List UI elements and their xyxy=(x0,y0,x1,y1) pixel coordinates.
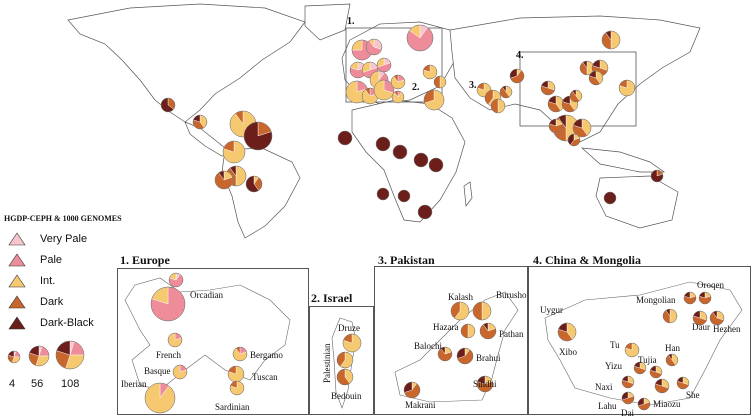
world-map xyxy=(67,3,701,239)
legend-item-dark: Dark xyxy=(8,295,63,309)
legend-label: Very Pale xyxy=(40,233,88,245)
label-sindhi: Sindhi xyxy=(473,379,497,389)
label-bedouin: Bedouin xyxy=(331,391,362,401)
label-druze: Druze xyxy=(338,323,360,333)
label-palestinian: Palestinian xyxy=(322,343,332,384)
israel-inset-box xyxy=(309,306,374,415)
pakistan-inset-title: 3. Pakistan xyxy=(378,253,435,267)
legend-swatch xyxy=(8,253,26,267)
map-region-label-2: 2. xyxy=(412,82,420,93)
label-oroqen: Oroqen xyxy=(697,280,724,290)
legend-swatch xyxy=(8,295,26,309)
label-mongolian: Mongolian xyxy=(636,295,676,305)
legend-item-very-pale: Very Pale xyxy=(8,232,87,246)
size-label-small: 4 xyxy=(9,378,16,390)
legend-title: HGDP-CEPH & 1000 GENOMES xyxy=(4,214,122,223)
label-brahui: Brahui xyxy=(476,353,501,363)
label-tujia: Tujia xyxy=(638,355,657,365)
map-region-label-3: 3. xyxy=(469,80,477,91)
map-region-label-1: 1. xyxy=(347,16,355,27)
europe-landmass xyxy=(341,21,456,105)
greenland-landmass xyxy=(304,3,351,41)
legend-swatch xyxy=(8,274,26,288)
legend-label: Pale xyxy=(40,254,63,266)
legend-swatch xyxy=(8,316,26,330)
label-tuscan: Tuscan xyxy=(252,372,278,382)
label-orcadian: Orcadian xyxy=(190,290,223,300)
label-bergamo: Bergamo xyxy=(250,350,283,360)
china-inset-box xyxy=(528,266,751,415)
size-label-large: 108 xyxy=(61,378,80,390)
legend-item-dark-black: Dark-Black xyxy=(8,316,94,330)
label-basque: Basque xyxy=(144,366,171,376)
label-dai: Dai xyxy=(621,408,634,418)
label-yizu: Yizu xyxy=(605,361,622,371)
legend-label: Int. xyxy=(40,275,56,287)
label-hezhen: Hezhen xyxy=(713,324,741,334)
label-han: Han xyxy=(665,343,680,353)
europe-inset-title: 1. Europe xyxy=(120,253,170,267)
label-xibo: Xibo xyxy=(559,347,577,357)
size-legend-pie-medium xyxy=(28,345,50,367)
label-sardinian: Sardinian xyxy=(215,402,250,412)
madagascar-landmass xyxy=(463,181,473,207)
north-america-landmass xyxy=(67,3,306,123)
asia-landmass xyxy=(449,15,701,143)
label-uygur: Uygur xyxy=(540,305,563,315)
size-legend-pie-small xyxy=(7,350,21,364)
label-kalash: Kalash xyxy=(448,292,473,302)
label-naxi: Naxi xyxy=(595,382,613,392)
label-french: French xyxy=(156,350,181,360)
label-daur: Daur xyxy=(692,322,710,332)
africa-landmass xyxy=(351,99,466,223)
legend-label: Dark xyxy=(40,296,64,308)
europe-inset-box xyxy=(117,268,309,415)
label-iberian: Iberian xyxy=(121,379,147,389)
label-balochi: Balochi xyxy=(414,341,442,351)
size-legend-pie-large xyxy=(55,340,85,370)
label-tu: Tu xyxy=(610,340,620,350)
australia-landmass xyxy=(595,175,679,229)
southeast-asia-islands xyxy=(580,147,666,173)
israel-inset-title: 2. Israel xyxy=(311,291,353,305)
south-america-landmass xyxy=(221,147,301,239)
label-lahu: Lahu xyxy=(598,401,617,411)
label-makrani: Makrani xyxy=(405,400,436,410)
label-pathan: Pathan xyxy=(499,329,524,339)
legend-swatch xyxy=(8,232,26,246)
legend-label: Dark-Black xyxy=(40,317,94,329)
label-hazara: Hazara xyxy=(433,322,459,332)
label-she: She xyxy=(686,390,700,400)
pakistan-inset-box xyxy=(374,266,528,415)
size-label-medium: 56 xyxy=(31,378,44,390)
label-miaozu: Miaozu xyxy=(653,399,681,409)
legend-item-int-: Int. xyxy=(8,274,55,288)
map-region-label-4: 4. xyxy=(516,50,524,61)
label-burusho: Burusho xyxy=(496,290,527,300)
china-inset-title: 4. China & Mongolia xyxy=(533,253,642,267)
legend-item-pale: Pale xyxy=(8,253,62,267)
